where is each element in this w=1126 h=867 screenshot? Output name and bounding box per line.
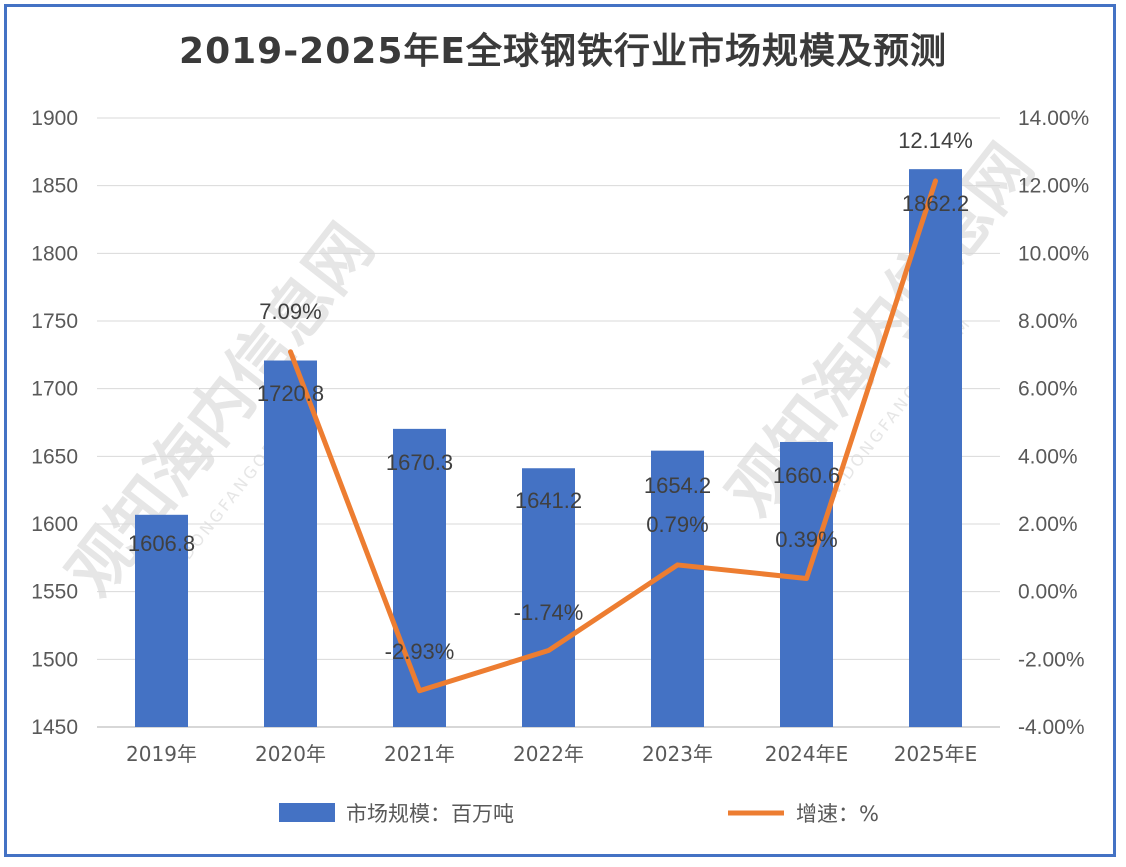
- watermark-text-left: 观知海内信息网: [54, 211, 388, 610]
- x-tick-label: 2019年: [126, 742, 197, 766]
- bar-data-label: 1862.2: [902, 191, 969, 216]
- y-right-tick-label: 2.00%: [1018, 513, 1078, 536]
- y-right-tick-label: 4.00%: [1018, 445, 1078, 468]
- y-left-tick-label: 1550: [31, 581, 78, 604]
- y-right-tick-label: -4.00%: [1018, 716, 1085, 739]
- y-left-tick-label: 1900: [31, 107, 78, 130]
- y-left-tick-label: 1750: [31, 310, 78, 333]
- chart-title: 2019-2025年E全球钢铁行业市场规模及预测: [179, 31, 947, 72]
- growth-line: [288, 178, 938, 694]
- line-data-label: 7.09%: [259, 299, 321, 324]
- data-labels: 1606.8 1720.8 1670.3 1641.2 1654.2 1660.6 1862…: [128, 128, 973, 664]
- bar: [651, 450, 704, 727]
- x-tick-label: 2025年E: [894, 742, 978, 766]
- y-right-tick-label: -2.00%: [1018, 648, 1085, 671]
- y-right-tick-label: 12.00%: [1018, 175, 1089, 198]
- bar-data-label: 1606.8: [128, 531, 195, 556]
- x-tick-label: 2022年: [513, 742, 584, 766]
- y-right-tick-label: 6.00%: [1018, 378, 1078, 401]
- x-tick-label: 2021年: [384, 742, 455, 766]
- y-right-tick-label: 10.00%: [1018, 242, 1089, 265]
- bar: [780, 441, 833, 727]
- bar-data-label: 1654.2: [644, 473, 711, 498]
- legend-bar-swatch: [279, 803, 335, 822]
- line-data-label: -1.74%: [514, 600, 584, 625]
- bar: [393, 428, 446, 727]
- x-tick-label: 2024年E: [765, 742, 849, 766]
- bar: [135, 514, 188, 727]
- x-tick-label: 2020年: [255, 742, 326, 766]
- y-left-tick-label: 1800: [31, 242, 78, 265]
- legend-line-label: 增速：%: [796, 802, 879, 826]
- x-tick-label: 2023年: [642, 742, 713, 766]
- y-left-tick-label: 1850: [31, 175, 78, 198]
- line-data-label: 0.79%: [646, 512, 708, 537]
- bar-data-label: 1660.6: [773, 463, 840, 488]
- y-left-tick-label: 1700: [31, 378, 78, 401]
- bar-data-label: 1670.3: [386, 450, 453, 475]
- line-series: [288, 178, 938, 694]
- y-right-tick-label: 0.00%: [1018, 581, 1078, 604]
- axis-ticks: 1450 -4.00% 1500 -2.00% 1550 0.00% 1600 2.00% 16…: [31, 107, 1089, 766]
- bar: [909, 169, 962, 727]
- y-right-tick-label: 14.00%: [1018, 107, 1089, 130]
- bar: [522, 468, 575, 727]
- bar-data-label: 1641.2: [515, 488, 582, 513]
- legend-bar-label: 市场规模：百万吨: [346, 802, 514, 826]
- bar: [264, 360, 317, 727]
- line-data-label: 12.14%: [898, 128, 973, 153]
- line-data-label: -2.93%: [385, 639, 455, 664]
- line-data-label: 0.39%: [775, 527, 837, 552]
- bar-series: [135, 169, 962, 727]
- y-left-tick-label: 1600: [31, 513, 78, 536]
- y-left-tick-label: 1450: [31, 716, 78, 739]
- y-left-tick-label: 1650: [31, 445, 78, 468]
- y-left-tick-label: 1500: [31, 648, 78, 671]
- legend: 市场规模：百万吨 增速：%: [279, 802, 879, 826]
- y-right-tick-label: 8.00%: [1018, 310, 1078, 333]
- bar-data-label: 1720.8: [257, 381, 324, 406]
- watermark-text-right: 观知海内信息网: [714, 131, 1048, 530]
